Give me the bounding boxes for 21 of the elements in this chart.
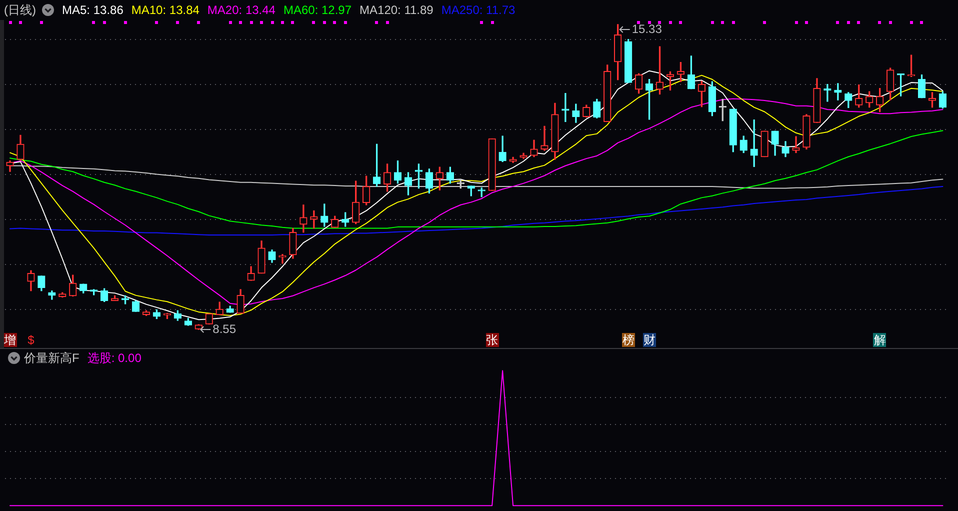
text: MA60: 12.97	[283, 3, 352, 17]
text: 张	[486, 333, 499, 347]
chart-title: 价量新高F	[24, 351, 80, 365]
candlestick	[834, 83, 842, 100]
text: 榜	[622, 333, 635, 347]
candlestick	[792, 136, 800, 154]
text: MA20: 13.44	[207, 3, 276, 17]
text: MA5: 13.86	[62, 3, 124, 17]
candlestick	[824, 84, 832, 102]
annotation: 15.33	[632, 22, 662, 36]
annotation: 8.55	[212, 322, 236, 336]
text: MA120: 11.89	[360, 3, 434, 17]
text: 选股: 0.00	[87, 351, 142, 365]
chart-title: (日线)	[4, 3, 36, 17]
text: 增	[4, 333, 16, 347]
candlestick	[540, 126, 548, 151]
text: MA250: 11.73	[441, 3, 516, 17]
text: 财	[642, 333, 656, 347]
text: MA10: 13.84	[131, 3, 200, 17]
text: 解	[873, 333, 886, 347]
text: $	[26, 333, 35, 347]
